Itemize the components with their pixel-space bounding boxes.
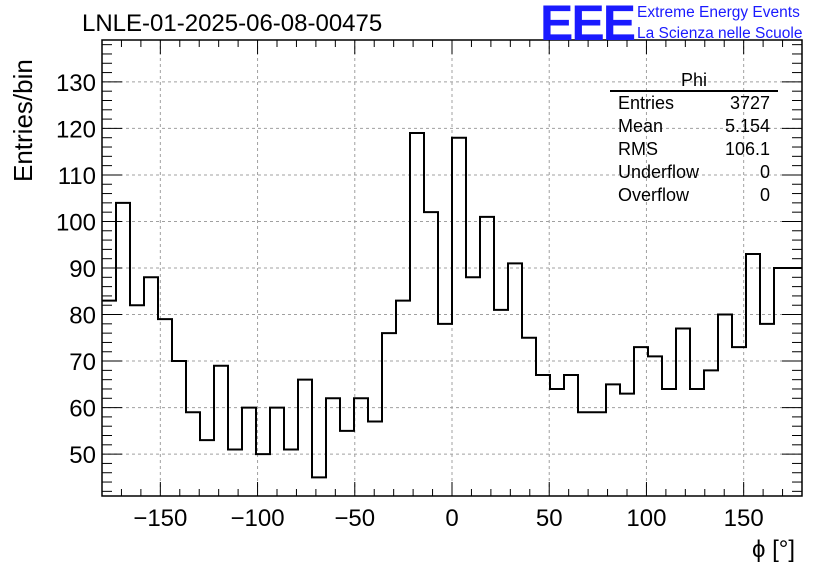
histogram-bin (466, 277, 480, 496)
y-tick-label: 80 (69, 303, 96, 330)
stats-value: 0 (759, 185, 770, 205)
histogram-bin (228, 449, 242, 496)
histogram-bin (298, 380, 312, 496)
histogram-bin (424, 212, 438, 496)
stats-value: 106.1 (724, 139, 770, 159)
y-tick-label: 130 (56, 70, 96, 97)
y-tick-label: 110 (58, 163, 96, 190)
x-tick-label: −150 (133, 505, 187, 532)
x-tick-label: 100 (626, 505, 666, 532)
histogram-bin (578, 412, 592, 496)
stats-row-mean: Mean 5.154 (610, 115, 778, 138)
y-tick-label: 70 (69, 349, 96, 376)
stats-label: Entries (618, 93, 675, 113)
histogram-bin (270, 408, 284, 496)
y-tick-label: 60 (69, 396, 96, 423)
stats-row-underflow: Underflow 0 (610, 161, 778, 184)
chart-title: LNLE-01-2025-06-08-00475 (82, 10, 383, 37)
histogram-bin (452, 138, 466, 496)
y-tick-label: 50 (69, 442, 96, 469)
histogram-bin (312, 477, 326, 496)
x-tick-label: −100 (231, 505, 285, 532)
logo-line-1: Extreme Energy Events (637, 4, 800, 21)
x-tick-label: −50 (334, 505, 375, 532)
histogram-bin (732, 347, 746, 496)
histogram-bin (242, 408, 256, 496)
histogram-bin (746, 254, 760, 496)
histogram-bin (564, 375, 578, 496)
histogram-bin (354, 398, 368, 496)
y-tick-label: 100 (56, 209, 96, 236)
stats-value: 3727 (729, 93, 770, 113)
histogram-bin (508, 263, 522, 496)
histogram-bin (158, 319, 172, 496)
histogram-bin (186, 412, 200, 496)
histogram-bin (536, 375, 550, 496)
stats-label: Overflow (618, 185, 690, 205)
x-tick-label: 0 (445, 505, 458, 532)
stats-value: 0 (759, 162, 770, 182)
stats-row-entries: Entries 3727 (610, 92, 778, 115)
histogram-bin (410, 133, 424, 496)
histogram-bin (144, 277, 158, 496)
stats-value: 5.154 (724, 116, 770, 136)
histogram-bin (606, 384, 620, 496)
x-axis-label: ϕ [°] (752, 536, 796, 563)
stats-row-rms: RMS 106.1 (610, 138, 778, 161)
histogram-bin (130, 305, 144, 496)
y-tick-label: 90 (69, 256, 96, 283)
histogram-bin (634, 347, 648, 496)
histogram-bin (648, 356, 662, 496)
histogram-bin (494, 310, 508, 496)
histogram-bin (522, 338, 536, 496)
histogram-bin (788, 268, 802, 496)
x-tick-label: 50 (536, 505, 563, 532)
stats-box: Phi Entries 3727 Mean 5.154 RMS 106.1 Un… (610, 70, 778, 207)
histogram-bin (438, 324, 452, 496)
stats-label: Underflow (618, 162, 700, 182)
histogram-bin (718, 315, 732, 496)
histogram-bin (382, 333, 396, 496)
histogram-bin (256, 454, 270, 496)
stats-title: Phi (680, 70, 707, 90)
histogram-bin (326, 398, 340, 496)
histogram-bin (662, 389, 676, 496)
stats-divider (610, 90, 778, 92)
histogram-bin (396, 301, 410, 496)
histogram-bin (340, 431, 354, 496)
histogram-outline (102, 132, 802, 479)
histogram-bin (480, 217, 494, 496)
histogram-bin (200, 440, 214, 496)
histogram-bin (676, 328, 690, 496)
histogram-bin (214, 366, 228, 496)
histogram-bin (102, 301, 116, 496)
y-tick-label: 120 (56, 116, 96, 143)
stats-label: RMS (618, 139, 658, 159)
stats-row-overflow: Overflow 0 (610, 184, 778, 207)
histogram-bin (550, 389, 564, 496)
histogram-bin (760, 324, 774, 496)
eee-logo: EEE (540, 0, 636, 51)
histogram-bin (704, 370, 718, 496)
histogram-bin (284, 449, 298, 496)
histogram-bin (592, 412, 606, 496)
y-axis-label: Entries/bin (8, 59, 38, 182)
histogram-bin (172, 361, 186, 496)
x-tick-label: 150 (724, 505, 764, 532)
logo-line-2: La Scienza nelle Scuole (637, 25, 803, 42)
histogram-bin (116, 203, 130, 496)
histogram-bin (368, 422, 382, 496)
histogram-bin (690, 389, 704, 496)
histogram-bin (774, 268, 788, 496)
stats-label: Mean (618, 116, 664, 136)
histogram-bin (620, 394, 634, 496)
